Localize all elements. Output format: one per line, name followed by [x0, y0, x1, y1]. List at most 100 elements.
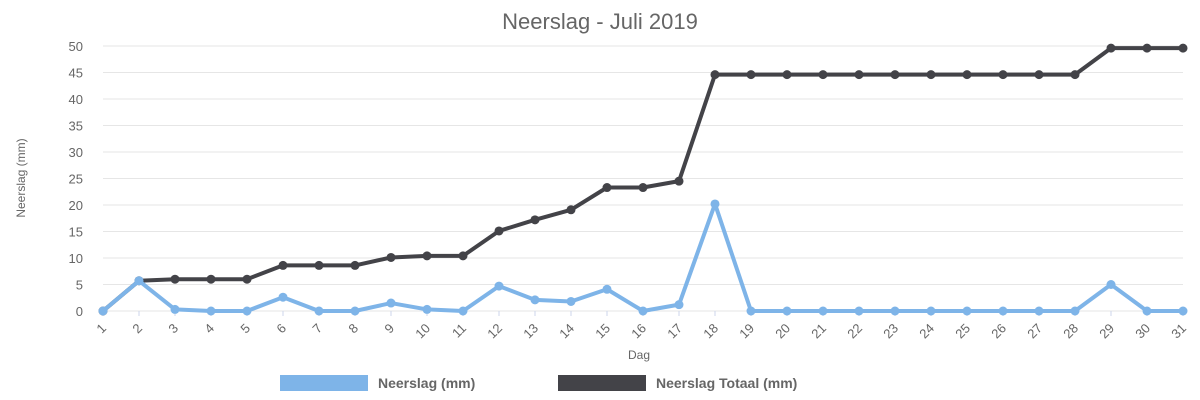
x-tick-label: 27 — [1024, 321, 1045, 342]
data-point[interactable] — [854, 306, 864, 316]
legend-item[interactable]: Neerslag Totaal (mm) — [558, 375, 797, 391]
y-axis-title: Neerslag (mm) — [14, 138, 28, 217]
data-point[interactable] — [926, 70, 936, 80]
data-point[interactable] — [602, 284, 612, 294]
data-point[interactable] — [746, 70, 756, 80]
data-point[interactable] — [890, 306, 900, 316]
x-tick-label: 26 — [988, 321, 1009, 342]
data-point[interactable] — [926, 306, 936, 316]
data-point[interactable] — [674, 300, 684, 310]
data-point[interactable] — [494, 226, 504, 236]
data-point[interactable] — [710, 70, 720, 80]
y-tick-label: 5 — [76, 278, 83, 293]
data-point[interactable] — [998, 306, 1008, 316]
x-tick-label: 16 — [628, 321, 649, 342]
data-point[interactable] — [1178, 306, 1188, 316]
x-tick-label: 22 — [844, 321, 865, 342]
y-tick-label: 50 — [69, 39, 83, 54]
data-point[interactable] — [1142, 306, 1152, 316]
data-point[interactable] — [602, 183, 612, 193]
data-point[interactable] — [1070, 306, 1080, 316]
data-point[interactable] — [1178, 43, 1188, 53]
data-point[interactable] — [962, 306, 972, 316]
data-point[interactable] — [386, 252, 396, 262]
y-tick-label: 20 — [69, 198, 83, 213]
data-point[interactable] — [746, 306, 756, 316]
x-tick-label: 6 — [273, 321, 289, 337]
x-tick-label: 30 — [1132, 321, 1153, 342]
x-tick-label: 12 — [484, 321, 505, 342]
data-point[interactable] — [314, 306, 324, 316]
data-point[interactable] — [818, 306, 828, 316]
series-line — [101, 201, 1185, 313]
x-tick-label: 15 — [592, 321, 613, 342]
data-point[interactable] — [782, 306, 792, 316]
data-point[interactable] — [566, 205, 576, 215]
x-tick-label: 13 — [520, 321, 541, 342]
legend-item[interactable]: Neerslag (mm) — [280, 375, 475, 391]
data-point[interactable] — [98, 306, 108, 316]
data-point[interactable] — [278, 260, 288, 270]
data-point[interactable] — [458, 251, 468, 261]
x-tick-label: 1 — [93, 321, 109, 337]
x-tick-label: 28 — [1060, 321, 1081, 342]
y-tick-label: 10 — [69, 251, 83, 266]
y-tick-label: 25 — [69, 172, 83, 187]
x-tick-label: 19 — [736, 321, 757, 342]
data-point[interactable] — [890, 70, 900, 80]
x-tick-label: 24 — [916, 321, 937, 342]
data-point[interactable] — [566, 296, 576, 306]
legend[interactable]: Neerslag (mm) Neerslag Totaal (mm) — [280, 375, 797, 391]
data-point[interactable] — [1034, 306, 1044, 316]
data-point[interactable] — [494, 281, 504, 291]
x-tick-label: 11 — [449, 321, 469, 341]
data-point[interactable] — [206, 274, 216, 284]
data-point[interactable] — [422, 304, 432, 314]
data-point[interactable] — [242, 306, 252, 316]
data-point[interactable] — [206, 306, 216, 316]
x-tick-label: 25 — [952, 321, 973, 342]
data-point[interactable] — [1070, 70, 1080, 80]
legend-label: Neerslag (mm) — [378, 375, 475, 391]
data-point[interactable] — [782, 70, 792, 80]
x-tick-label: 31 — [1168, 321, 1189, 342]
data-point[interactable] — [638, 183, 648, 193]
data-point[interactable] — [1142, 43, 1152, 53]
data-point[interactable] — [170, 304, 180, 314]
data-point[interactable] — [530, 215, 540, 225]
data-point[interactable] — [350, 306, 360, 316]
data-point[interactable] — [1106, 280, 1116, 289]
data-point[interactable] — [422, 251, 432, 261]
y-tick-label: 35 — [69, 119, 83, 134]
data-point[interactable] — [962, 70, 972, 80]
x-tick-label: 14 — [556, 321, 577, 342]
data-point[interactable] — [242, 274, 252, 284]
series-neerslag — [98, 199, 1188, 316]
x-tick-label: 20 — [772, 321, 793, 342]
x-tick-label: 8 — [345, 321, 361, 337]
data-point[interactable] — [638, 306, 648, 316]
data-point[interactable] — [170, 274, 180, 284]
data-point[interactable] — [350, 260, 360, 270]
data-point[interactable] — [386, 298, 396, 308]
data-point[interactable] — [998, 70, 1008, 80]
legend-label: Neerslag Totaal (mm) — [656, 375, 797, 391]
data-point[interactable] — [818, 70, 828, 80]
data-point[interactable] — [1034, 70, 1044, 80]
data-point[interactable] — [674, 176, 684, 186]
y-tick-label: 45 — [69, 66, 83, 81]
data-point[interactable] — [314, 260, 324, 270]
x-tick-label: 10 — [412, 321, 433, 342]
data-point[interactable] — [458, 306, 468, 316]
series-layer — [98, 43, 1188, 316]
data-point[interactable] — [278, 292, 288, 302]
x-tick-label: 23 — [880, 321, 901, 342]
data-point[interactable] — [710, 199, 720, 209]
x-tick-label: 9 — [381, 321, 397, 337]
data-point[interactable] — [530, 295, 540, 305]
data-point[interactable] — [854, 70, 864, 80]
data-point[interactable] — [134, 276, 144, 286]
x-tick-label: 21 — [808, 321, 829, 342]
data-point[interactable] — [1106, 43, 1116, 53]
legend-swatch — [558, 375, 646, 391]
